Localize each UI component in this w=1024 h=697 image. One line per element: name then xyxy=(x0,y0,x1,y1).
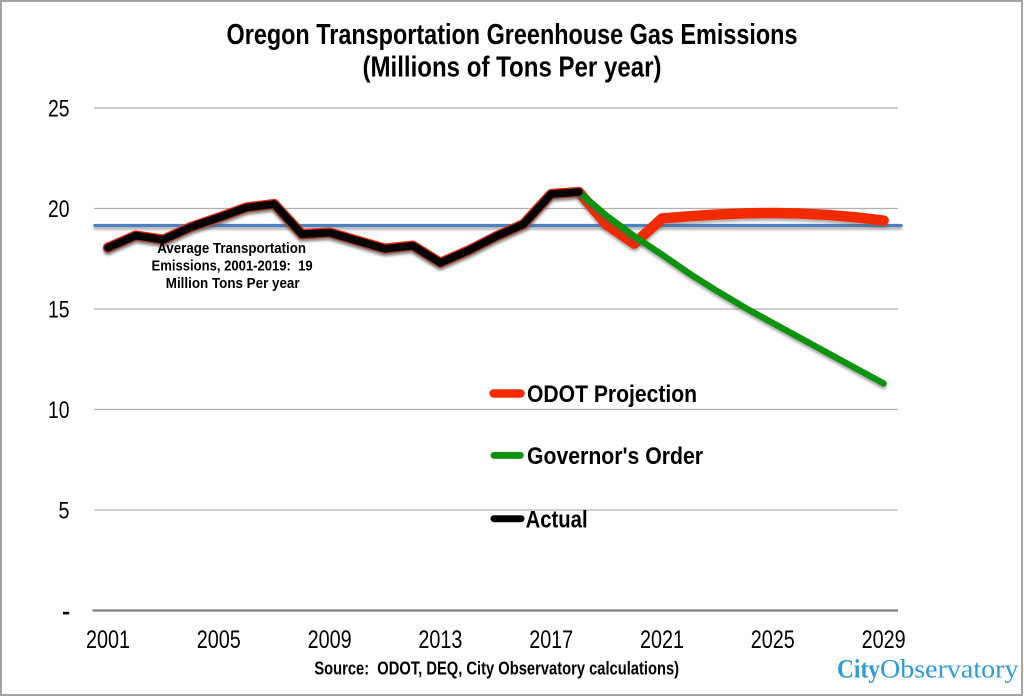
svg-text:Emissions, 2001-2019: 19: Emissions, 2001-2019: 19 xyxy=(152,259,313,275)
svg-text:Source: ODOT, DEQ, City Obser: Source: ODOT, DEQ, City Observatory calc… xyxy=(314,658,679,679)
svg-text:(Millions of Tons Per year): (Millions of Tons Per year) xyxy=(363,52,662,84)
svg-text:2009: 2009 xyxy=(308,626,352,654)
svg-text:5: 5 xyxy=(59,498,70,525)
svg-text:20: 20 xyxy=(48,196,70,223)
svg-text:15: 15 xyxy=(48,297,70,324)
svg-text:2013: 2013 xyxy=(418,626,462,654)
svg-text:10: 10 xyxy=(48,397,70,424)
svg-text:2029: 2029 xyxy=(862,626,906,654)
svg-text:2005: 2005 xyxy=(197,626,241,654)
svg-text:25: 25 xyxy=(48,96,70,123)
svg-text:Million Tons Per year: Million Tons Per year xyxy=(166,276,300,292)
svg-text:ODOT Projection: ODOT Projection xyxy=(527,381,697,408)
svg-text:Actual: Actual xyxy=(526,506,588,533)
svg-text:Governor's Order: Governor's Order xyxy=(527,443,703,470)
svg-text:2025: 2025 xyxy=(751,626,795,654)
svg-text:Average Transportation: Average Transportation xyxy=(157,241,306,257)
svg-text:2017: 2017 xyxy=(529,626,573,654)
svg-text:2001: 2001 xyxy=(86,626,130,654)
svg-text:Oregon Transportation Greenhou: Oregon Transportation Greenhouse Gas Emi… xyxy=(227,19,798,51)
svg-text:CityObservatory: CityObservatory xyxy=(837,655,1019,684)
svg-text:2021: 2021 xyxy=(640,626,684,654)
